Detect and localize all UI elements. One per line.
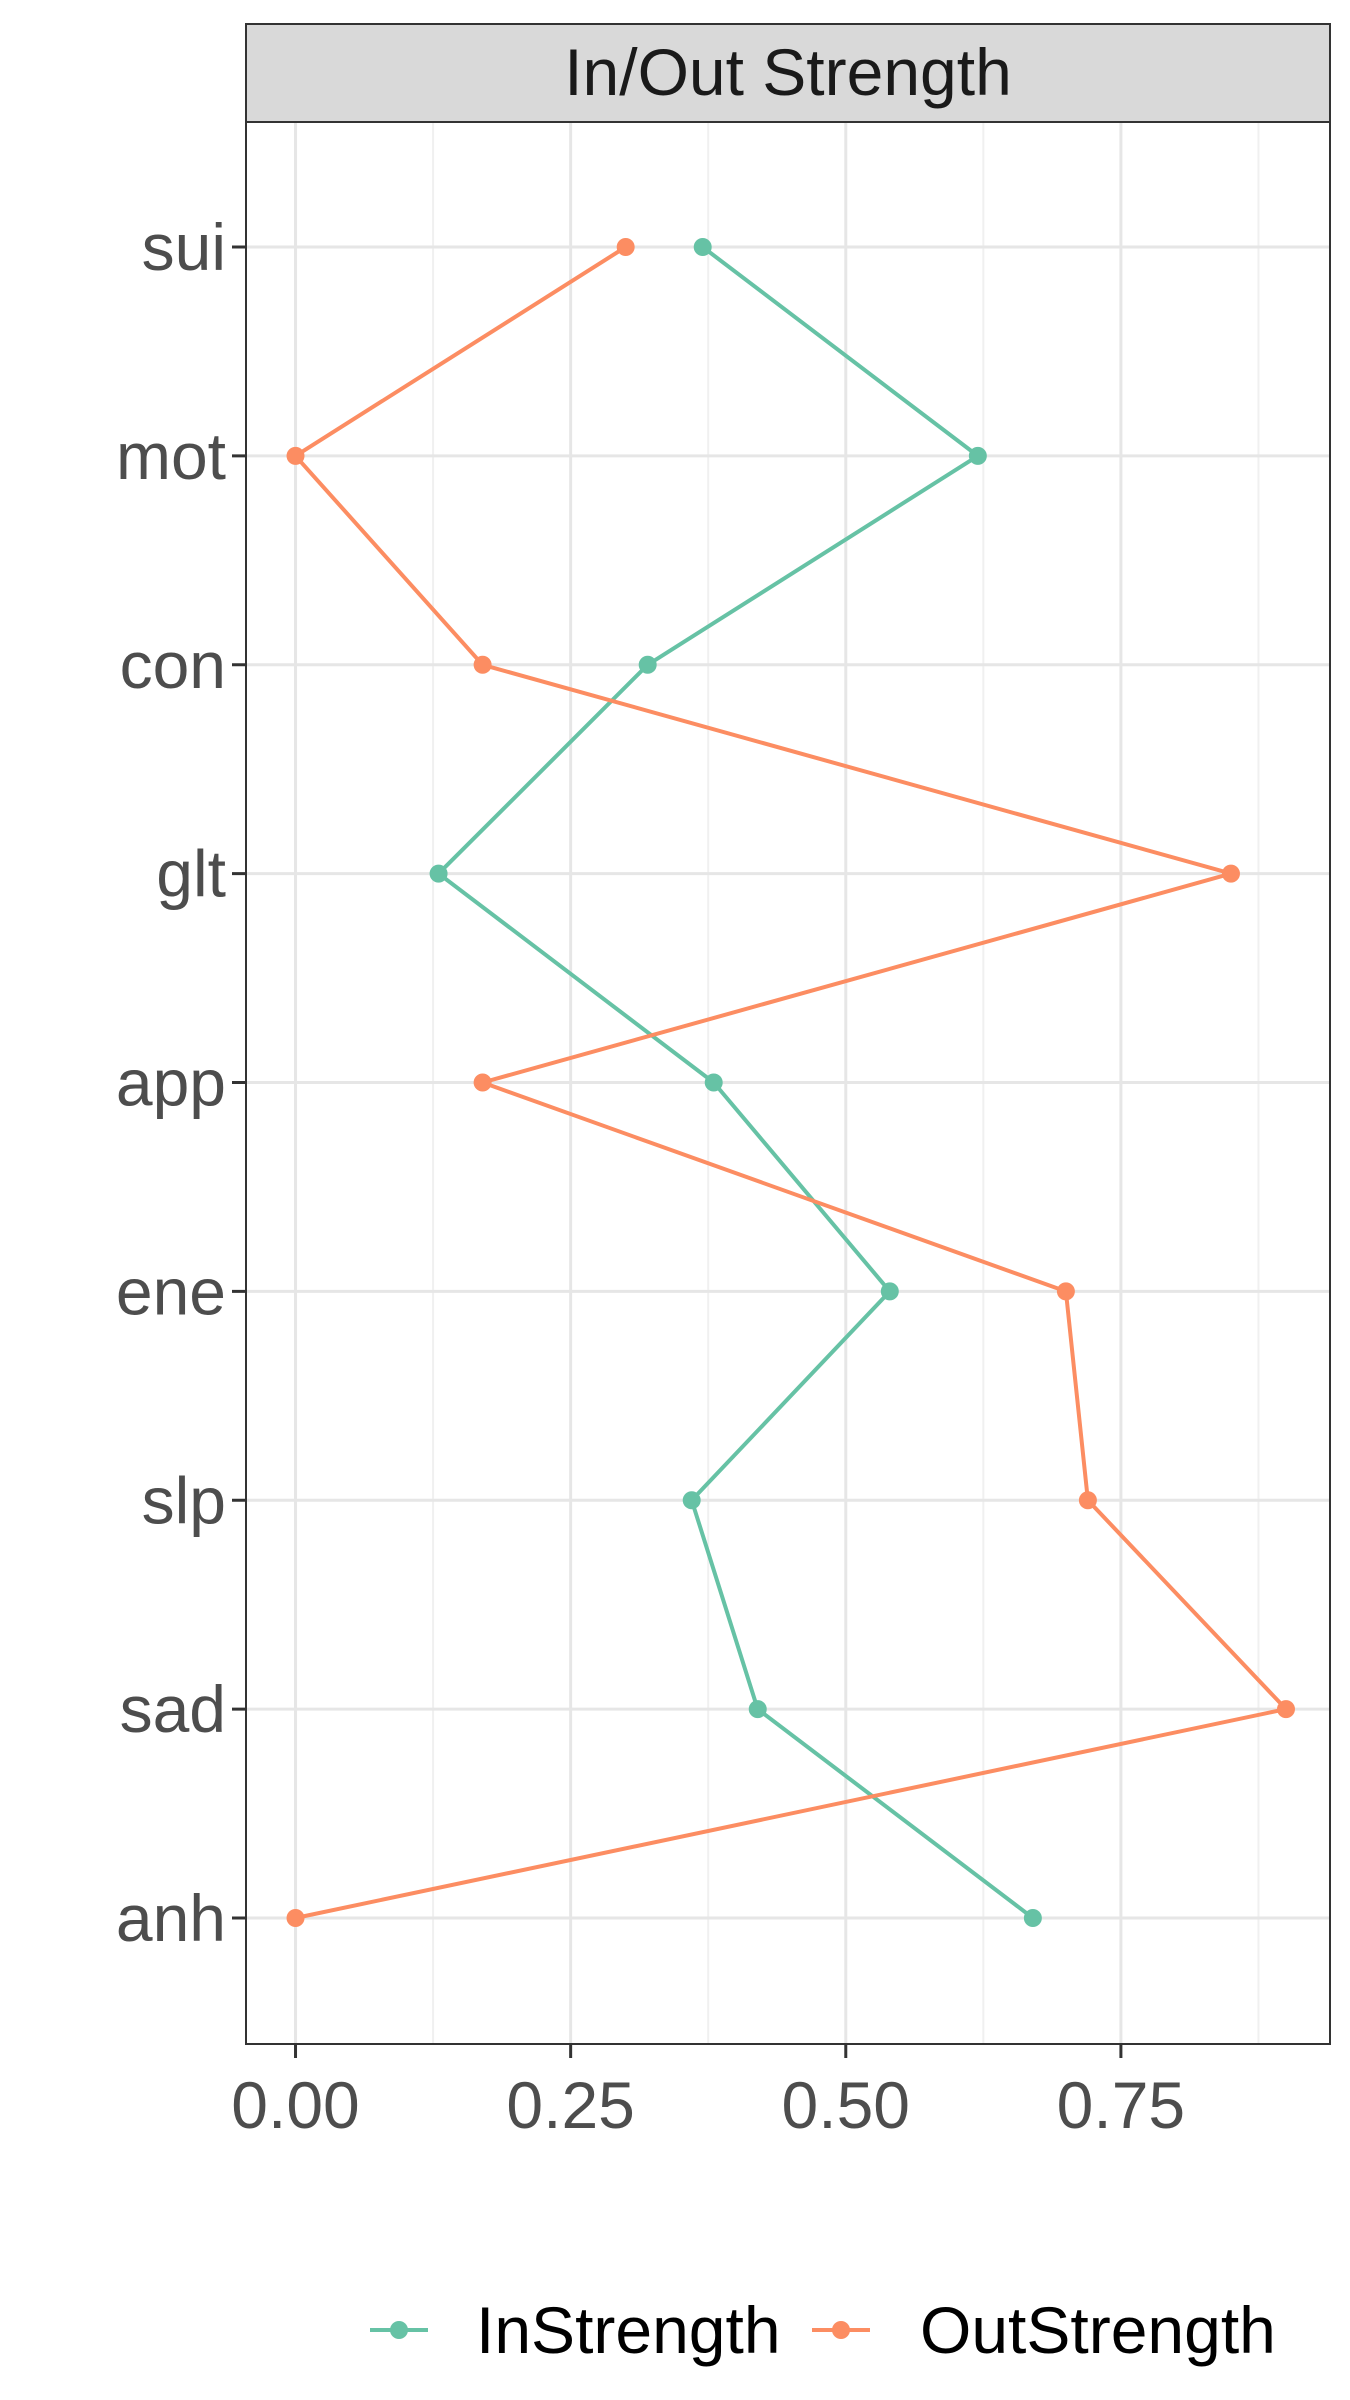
data-point-instrength [968,446,987,465]
strip-background [245,23,1331,123]
y-tick-label: glt [156,837,226,911]
data-point-outstrength [286,1909,305,1927]
data-point-outstrength [1078,1491,1097,1510]
data-point-outstrength [1056,1282,1075,1301]
y-tick-label: slp [142,1463,226,1537]
legend-key-point [832,2321,850,2339]
data-point-outstrength [1276,1700,1295,1719]
data-point-outstrength [1221,864,1240,883]
data-point-instrength [693,238,712,256]
legend-label: InStrength [476,2293,781,2367]
x-tick-label: 0.00 [231,2068,359,2142]
legend-key-point [390,2321,408,2339]
y-tick-label: sad [120,1672,226,1746]
data-point-outstrength [473,655,492,674]
series-layer [286,238,1295,1927]
x-tick-label: 0.75 [1057,2068,1185,2142]
legend-label: OutStrength [920,2293,1276,2367]
y-tick-label: con [120,628,226,702]
data-point-instrength [1023,1909,1042,1927]
data-point-outstrength [286,446,305,465]
data-point-instrength [880,1282,899,1301]
data-point-outstrength [473,1073,492,1092]
grid [246,122,1330,2044]
data-point-outstrength [616,238,635,256]
y-tick-label: mot [116,419,226,493]
data-point-instrength [638,655,657,674]
data-point-instrength [704,1073,723,1092]
y-tick-label: sui [142,210,226,284]
data-point-instrength [682,1491,701,1510]
y-tick-label: anh [116,1881,226,1955]
y-tick-label: app [116,1046,226,1120]
axes: 0.00 0.25 0.50 0.75 sui mot con glt app ene slp sad… [116,210,1185,2142]
legend: InStrength OutStrength [370,2293,1276,2367]
x-tick-label: 0.50 [782,2068,910,2142]
y-tick-label: ene [116,1254,226,1328]
data-point-instrength [748,1700,767,1719]
data-point-instrength [429,864,448,883]
x-tick-label: 0.25 [506,2068,634,2142]
chart-title: In/Out Strength [564,35,1012,109]
